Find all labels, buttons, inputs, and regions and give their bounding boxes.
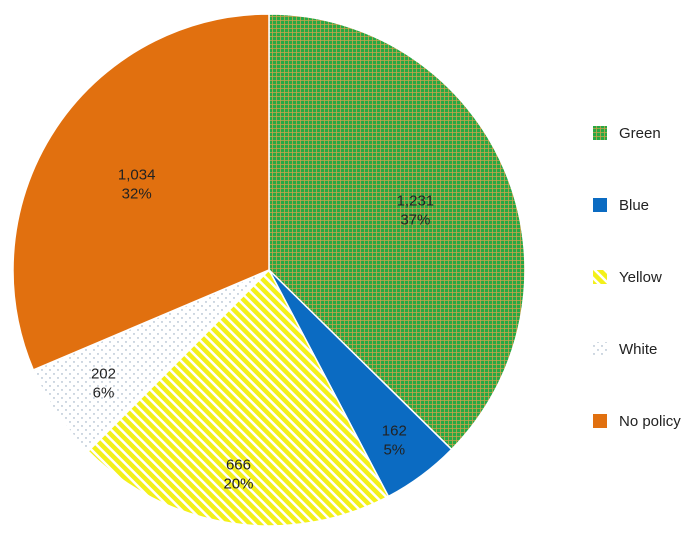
legend-label-green: Green [619,125,661,142]
legend-label-yellow: Yellow [619,269,662,286]
legend-swatch-green [593,126,607,140]
legend-item-blue: Blue [593,197,649,214]
data-label-value-yellow: 666 [226,457,251,474]
legend-item-white: White [593,341,657,358]
data-labels: 1,231 37% 162 5% 666 20% 202 6% 1,034 32% [91,166,434,492]
data-label-value-green: 1,231 [397,193,435,210]
data-label-value-white: 202 [91,366,116,383]
legend-label-no-policy: No policy [619,413,681,430]
data-label-percent-blue: 5% [383,441,405,458]
pie-slice-no-policy [12,13,270,371]
data-label-percent-green: 37% [400,212,430,229]
pie-slices [12,13,526,527]
legend-swatch-no-policy [593,414,607,428]
pie-slice-yellow [87,268,390,527]
data-label-value-no-policy: 1,034 [118,166,156,183]
pie-slice-green [268,13,526,451]
legend-label-white: White [619,341,657,358]
legend-item-no-policy: No policy [593,413,681,430]
legend-swatch-yellow [593,270,607,284]
legend: Green Blue Yellow White No policy [593,125,681,430]
legend-swatch-white [593,342,607,356]
data-label-percent-yellow: 20% [223,476,253,493]
data-label-percent-white: 6% [93,385,115,402]
legend-item-green: Green [593,125,661,142]
data-label-percent-no-policy: 32% [122,185,152,202]
legend-swatch-blue [593,198,607,212]
legend-label-blue: Blue [619,197,649,214]
data-label-value-blue: 162 [382,422,407,439]
legend-item-yellow: Yellow [593,269,662,286]
